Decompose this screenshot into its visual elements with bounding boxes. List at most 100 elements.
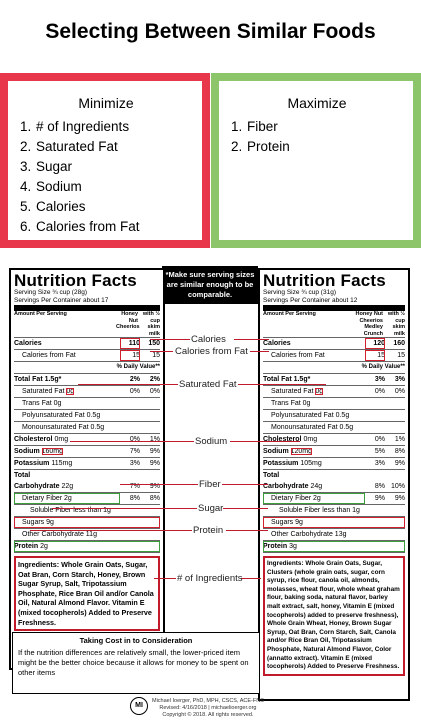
sodium-v2: 9%: [149, 448, 160, 455]
maximize-heading: Maximize: [287, 95, 347, 111]
potassium-amount: 115mg: [51, 460, 73, 467]
sat-fat-v2: 0%: [149, 388, 160, 395]
fiber-line: Dietary Fiber 2g: [14, 493, 120, 504]
soluble-fiber: Soluble Fiber less than 1g: [30, 507, 111, 514]
other-carb: Other Carbohydrate 11g: [22, 531, 97, 538]
sugars-line: Sugars 9g: [14, 517, 160, 528]
protein-amount: 2g: [40, 543, 48, 550]
cal-fat-milk-value: 15: [397, 352, 405, 359]
amount-header: Amount Per Serving: [14, 311, 67, 317]
connector-line: [120, 484, 198, 485]
total-fat-v2: 3%: [394, 376, 405, 383]
connector-line: [52, 508, 197, 509]
poly-fat: Polyunsaturated Fat 0.5g: [271, 412, 350, 419]
potassium-v2: 9%: [149, 460, 160, 467]
serving-note: *Make sure serving sizes are similar eno…: [162, 266, 258, 304]
logo: MI: [130, 697, 148, 715]
label-calories-from-fat: Calories from Fat: [175, 346, 248, 357]
author: Michael Ioerger, PhD, MPH, CSCS, ACE-FNS: [152, 698, 264, 704]
label-title: Nutrition Facts: [263, 271, 386, 290]
list-item: 2. Saturated Fat: [20, 139, 118, 154]
connector-line: [223, 508, 268, 509]
sat-fat-amount: 0g: [315, 388, 324, 395]
total-fat-v1: 2%: [129, 376, 140, 383]
calories-label: Calories: [14, 340, 42, 347]
connector-line: [250, 351, 269, 352]
nutrition-label-right: Nutrition Facts Serving Size ¾ cup (31g)…: [258, 268, 410, 701]
mono-fat: Monounsaturated Fat 0.5g: [271, 424, 354, 431]
trans-fat: Trans Fat 0g: [22, 400, 62, 407]
sodium-amount: 160mg: [41, 448, 64, 455]
chol-v2: 1%: [394, 436, 405, 443]
label-saturated-fat: Saturated Fat: [179, 379, 237, 390]
carb-label: Carbohydrate: [263, 483, 309, 490]
col1-header: Honey Nut Cheerios: [116, 311, 140, 330]
connector-line: [222, 484, 268, 485]
carb-v2: 10%: [390, 483, 405, 490]
col2-header: with ½ cup skim milk: [142, 311, 160, 337]
list-item: 6. Calories from Fat: [20, 219, 140, 234]
fiber-v2: 8%: [149, 495, 160, 502]
list-item: 3. Sugar: [20, 159, 73, 174]
list-item: 4. Sodium: [20, 179, 82, 194]
chol-amount: 0mg: [303, 436, 318, 443]
total-label: Total: [14, 472, 31, 479]
connector-line: [70, 441, 194, 442]
cost-title: Taking Cost in to Consideration: [79, 636, 193, 645]
sat-fat-v1: 0%: [129, 388, 140, 395]
label-title: Nutrition Facts: [14, 271, 137, 290]
fiber-v1: 8%: [129, 495, 140, 502]
potassium-label: Potassium: [14, 460, 50, 467]
total-label: Total: [263, 472, 280, 479]
fiber-v2: 9%: [394, 495, 405, 502]
cal-fat-label: Calories from Fat: [271, 352, 325, 359]
potassium-amount: 105mg: [300, 460, 322, 467]
minimize-list: 1. # of Ingredients 2. Saturated Fat 3. Sug…: [20, 117, 192, 237]
potassium-v2: 9%: [394, 460, 405, 467]
connector-line: [230, 441, 300, 442]
carb-v1: 7%: [129, 483, 140, 490]
col1-header: Honey Nut Cheerios Medley Crunch: [355, 311, 384, 337]
label-sodium: Sodium: [195, 436, 228, 447]
total-fat-v2: 2%: [149, 376, 160, 383]
chol-v1: 0%: [374, 436, 385, 443]
other-carb: Other Carbohydrate 13g: [271, 531, 347, 538]
poly-fat: Polyunsaturated Fat 0.5g: [22, 412, 101, 419]
sodium-v2: 8%: [394, 448, 405, 455]
potassium-label: Potassium: [263, 460, 299, 467]
protein-label: Protein: [263, 543, 288, 550]
cost-text: If the nutrition differences are relativ…: [18, 648, 249, 677]
sodium-v1: 5%: [374, 448, 385, 455]
total-fat: Total Fat 1.5g*: [263, 376, 311, 383]
amount-header: Amount Per Serving: [263, 311, 316, 317]
connector-line: [154, 578, 176, 579]
soluble-fiber: Soluble Fiber less than 1g: [279, 507, 360, 514]
list-item: 1. Fiber: [231, 119, 278, 134]
connector-line: [241, 578, 261, 579]
ingredients-left: Ingredients: Whole Grain Oats, Sugar, Oa…: [14, 556, 160, 632]
calories-milk-value: 160: [393, 340, 405, 347]
sat-fat-label: Saturated Fat: [271, 388, 314, 395]
list-item: 2. Protein: [231, 139, 290, 154]
dv-header: % Daily Value**: [361, 364, 405, 370]
minimize-panel: Minimize 1. # of Ingredients 2. Saturated …: [0, 73, 210, 248]
fiber-v1: 9%: [374, 495, 385, 502]
serving-size: Serving Size ¾ cup (28g): [14, 289, 87, 296]
fiber-line: Dietary Fiber 2g: [263, 493, 365, 504]
maximize-panel: Maximize 1. Fiber 2. Protein: [211, 73, 421, 248]
chol-v2: 1%: [149, 436, 160, 443]
total-fat: Total Fat 1.5g*: [14, 376, 62, 383]
sodium-amount: 120mg: [290, 448, 313, 455]
trans-fat: Trans Fat 0g: [271, 400, 311, 407]
minimize-heading: Minimize: [78, 95, 134, 111]
chol-label: Cholesterol: [14, 436, 53, 443]
sodium-v1: 7%: [129, 448, 140, 455]
total-fat-v1: 3%: [374, 376, 385, 383]
label-fiber: Fiber: [199, 479, 221, 490]
serving-size: Serving Size ¾ cup (31g): [263, 289, 336, 296]
label-ingredients: # of Ingredients: [177, 573, 243, 584]
ingredients-right: Ingredients: Whole Grain Oats, Sugar, Cl…: [263, 556, 405, 676]
cal-fat-milk-value: 15: [152, 352, 160, 359]
label-sugar: Sugar: [198, 503, 224, 514]
cal-fat-value: 15: [120, 350, 140, 361]
